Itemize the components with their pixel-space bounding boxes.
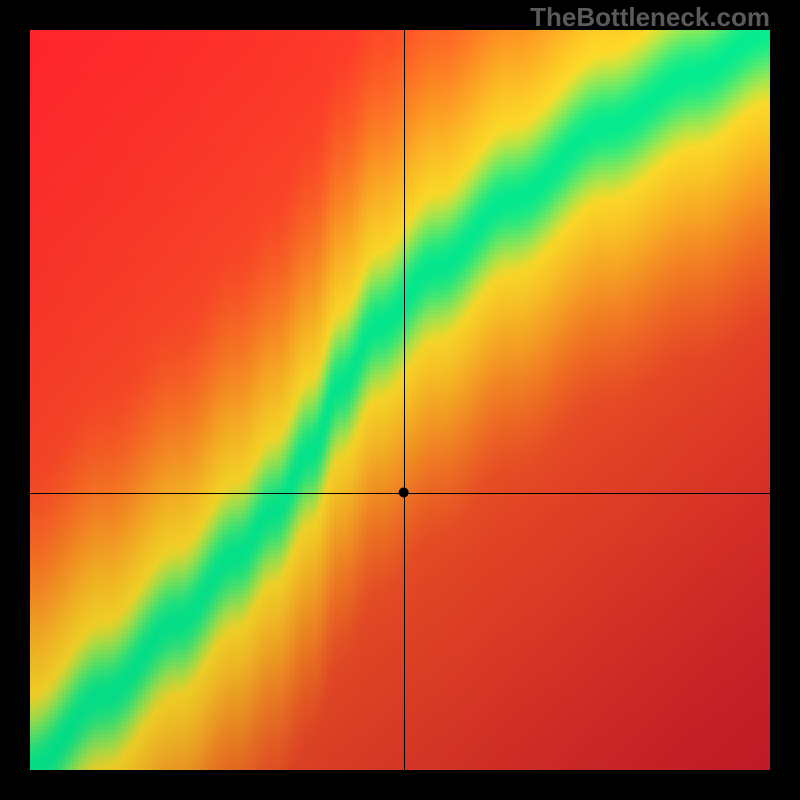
watermark-text: TheBottleneck.com [530,2,770,33]
chart-container: TheBottleneck.com [0,0,800,800]
heatmap-canvas [0,0,800,800]
